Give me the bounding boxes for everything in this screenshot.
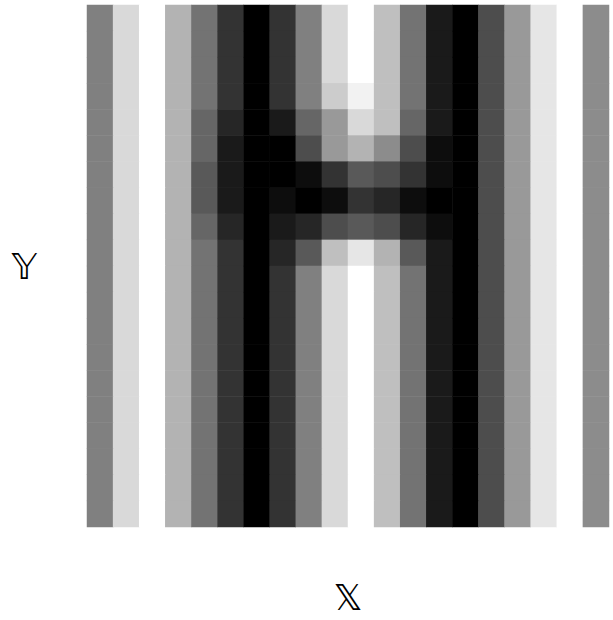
svg-text:𝕏: 𝕏 (333, 577, 362, 618)
svg-text:𝕐: 𝕐 (11, 246, 38, 287)
